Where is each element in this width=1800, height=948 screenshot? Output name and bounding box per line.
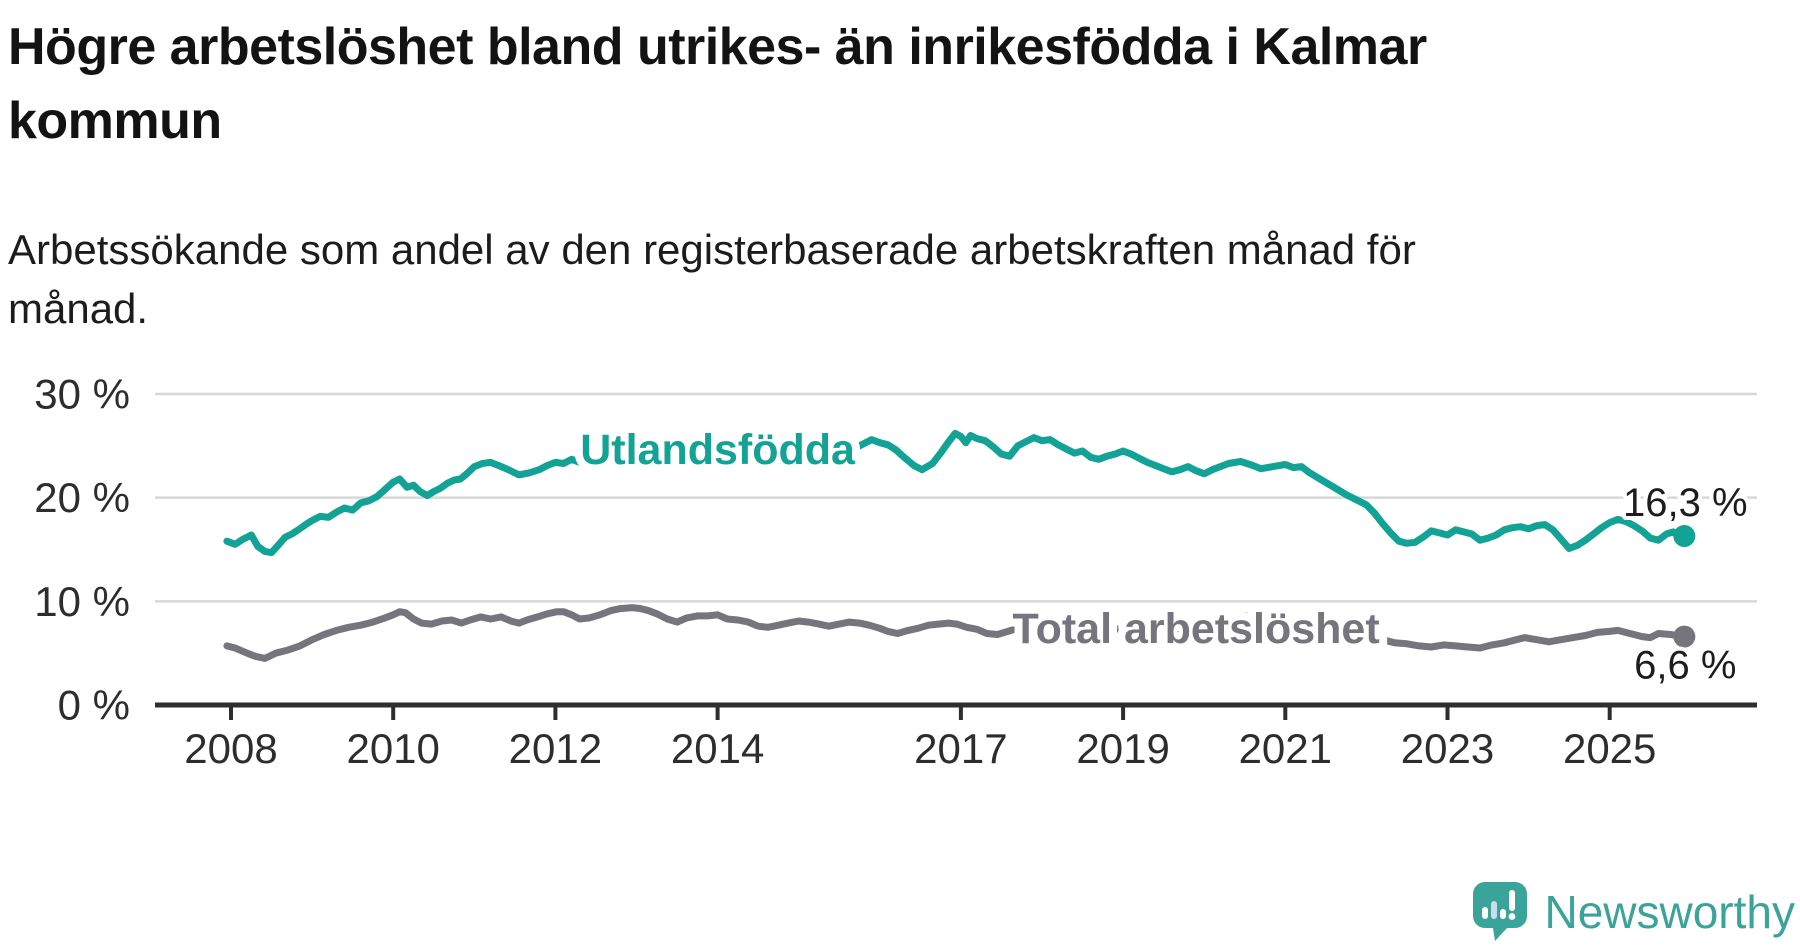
logo-exclamation-dot: [1509, 913, 1516, 920]
page-title: Högre arbetslöshet bland utrikes- än inr…: [8, 18, 1427, 150]
newsworthy-logo: Newsworthy: [1473, 882, 1795, 942]
end-dot-Total arbetslöshet: [1673, 625, 1696, 648]
x-tick-label-2008: 2008: [184, 725, 277, 772]
end-dot-Utlandsfödda: [1673, 525, 1696, 548]
x-tick-label-2021: 2021: [1239, 725, 1332, 772]
series-label-Utlandsfödda: Utlandsfödda: [580, 426, 856, 474]
x-tick-label-2019: 2019: [1076, 725, 1169, 772]
series-line-Utlandsfödda: [223, 429, 1688, 557]
y-tick-label-30: 30 %: [34, 371, 130, 418]
series-label-Total arbetslöshet: Total arbetslöshet: [1013, 605, 1380, 653]
logo-bar-3: [1500, 909, 1507, 919]
x-tick-label-2014: 2014: [671, 725, 764, 772]
end-value-label-Utlandsfödda: 16,3 %: [1623, 481, 1748, 525]
x-tick-label-2025: 2025: [1563, 725, 1656, 772]
x-tick-label-2012: 2012: [509, 725, 602, 772]
y-tick-label-20: 20 %: [34, 474, 130, 521]
logo-bar-1: [1482, 907, 1489, 919]
newsworthy-bubble-icon: [1473, 882, 1528, 941]
chart-subtitle: Arbetssökande som andel av den registerb…: [8, 226, 1416, 332]
newsworthy-wordmark: Newsworthy: [1544, 886, 1795, 938]
x-tick-label-2017: 2017: [914, 725, 1007, 772]
series-line-Total arbetslöshet: [223, 604, 1688, 662]
y-tick-label-0: 0 %: [58, 682, 130, 729]
x-tick-label-2010: 2010: [346, 725, 439, 772]
y-tick-label-10: 10 %: [34, 578, 130, 625]
end-value-label-Total arbetslöshet: 6,6 %: [1634, 644, 1736, 688]
x-tick-label-2023: 2023: [1401, 725, 1494, 772]
logo-bar-2: [1491, 901, 1498, 919]
logo-exclamation-bar: [1509, 890, 1516, 911]
